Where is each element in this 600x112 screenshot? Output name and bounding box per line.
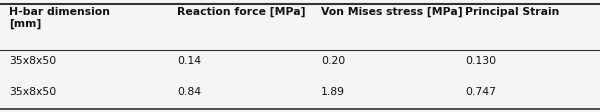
Text: 1.89: 1.89 (321, 87, 345, 97)
Text: Principal Strain: Principal Strain (465, 7, 559, 17)
Text: 0.747: 0.747 (465, 87, 496, 97)
Text: 35x8x50: 35x8x50 (9, 56, 56, 66)
Text: Von Mises stress [MPa]: Von Mises stress [MPa] (321, 7, 463, 17)
Text: Reaction force [MPa]: Reaction force [MPa] (177, 7, 305, 17)
Text: 35x8x50: 35x8x50 (9, 87, 56, 97)
Text: 0.14: 0.14 (177, 56, 201, 66)
Text: 0.130: 0.130 (465, 56, 496, 66)
Text: H-bar dimension
[mm]: H-bar dimension [mm] (9, 7, 110, 29)
Text: 0.20: 0.20 (321, 56, 345, 66)
Text: 0.84: 0.84 (177, 87, 201, 97)
